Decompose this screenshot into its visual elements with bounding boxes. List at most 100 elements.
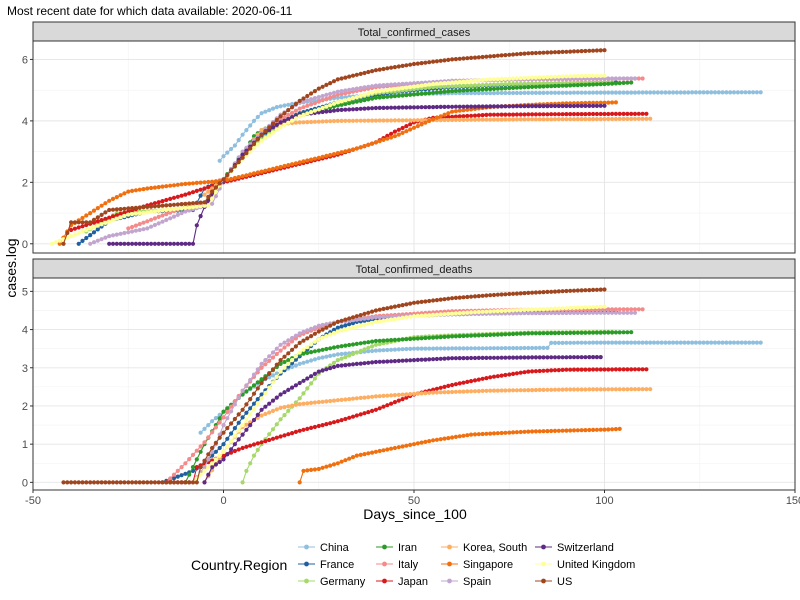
- data-point: [312, 101, 317, 106]
- data-point: [324, 109, 329, 114]
- data-point: [187, 201, 192, 206]
- data-point: [305, 93, 310, 99]
- data-point: [377, 348, 382, 353]
- data-point: [145, 226, 150, 231]
- data-point: [331, 152, 337, 157]
- data-point: [49, 241, 55, 246]
- data-point: [389, 131, 394, 136]
- data-point: [370, 344, 375, 349]
- data-point: [602, 111, 607, 117]
- data-point: [362, 340, 367, 345]
- data-point: [514, 311, 520, 316]
- data-point: [183, 241, 188, 246]
- data-point: [575, 355, 580, 360]
- data-point: [400, 105, 405, 110]
- data-point: [591, 90, 596, 95]
- data-point: [107, 198, 112, 203]
- data-point: [564, 49, 569, 54]
- data-point: [438, 335, 443, 340]
- data-point: [434, 346, 439, 351]
- data-point: [259, 138, 264, 143]
- data-point: [488, 91, 493, 96]
- data-point: [503, 86, 508, 91]
- data-point: [350, 73, 356, 78]
- data-point: [293, 116, 298, 121]
- data-point: [248, 172, 253, 177]
- data-point: [366, 451, 371, 456]
- data-point: [514, 90, 520, 96]
- data-point: [194, 200, 199, 205]
- data-point: [522, 90, 527, 95]
- data-point: [328, 103, 333, 108]
- data-point: [213, 462, 218, 467]
- data-point: [610, 340, 615, 345]
- data-point: [229, 404, 234, 409]
- data-point: [427, 298, 432, 304]
- data-point: [450, 296, 455, 301]
- data-point: [587, 305, 592, 310]
- data-point: [461, 356, 466, 361]
- data-point: [411, 336, 417, 341]
- data-point: [194, 448, 199, 453]
- data-point: [484, 112, 489, 117]
- data-point: [305, 328, 310, 333]
- data-point: [499, 373, 504, 378]
- data-point: [278, 120, 283, 125]
- legend-label: China: [320, 542, 350, 554]
- data-point: [575, 310, 580, 315]
- data-point: [602, 287, 607, 292]
- data-point: [564, 330, 569, 336]
- data-point: [126, 212, 131, 217]
- data-point: [114, 195, 119, 200]
- data-point: [568, 103, 573, 109]
- data-point: [107, 215, 112, 220]
- data-point: [442, 436, 447, 441]
- data-point: [335, 92, 340, 97]
- data-point: [320, 84, 325, 89]
- data-point: [533, 81, 539, 86]
- data-point: [270, 125, 276, 130]
- legend-item: Germany: [298, 576, 366, 588]
- data-point: [629, 111, 634, 116]
- data-point: [518, 85, 523, 90]
- data-point: [72, 232, 77, 237]
- data-point: [305, 120, 310, 125]
- data-point: [114, 213, 119, 218]
- data-point: [640, 367, 645, 372]
- data-point: [591, 427, 596, 432]
- data-point: [347, 415, 352, 420]
- data-point: [251, 118, 257, 123]
- data-point: [286, 358, 291, 363]
- data-point: [339, 150, 344, 155]
- x-axis-label: Days_since_100: [363, 506, 467, 522]
- data-point: [297, 114, 302, 119]
- data-point: [225, 177, 230, 182]
- data-point: [526, 311, 531, 316]
- data-point: [309, 425, 314, 430]
- data-point: [343, 107, 348, 112]
- data-point: [244, 383, 249, 388]
- data-point: [309, 374, 314, 379]
- data-point: [541, 429, 546, 434]
- data-point: [232, 442, 237, 447]
- data-point: [476, 87, 481, 92]
- data-point: [716, 90, 721, 95]
- data-point: [411, 105, 417, 110]
- data-point: [194, 188, 199, 193]
- data-point: [370, 450, 375, 455]
- data-point: [190, 480, 196, 485]
- data-point: [651, 90, 657, 95]
- data-point: [305, 401, 310, 406]
- data-point: [457, 311, 462, 316]
- data-point: [461, 79, 466, 84]
- data-point: [255, 397, 260, 402]
- data-point: [476, 377, 481, 382]
- data-point: [274, 435, 279, 440]
- data-point: [309, 467, 314, 472]
- data-point: [541, 75, 546, 80]
- legend-label: Italy: [398, 559, 419, 571]
- data-point: [484, 388, 489, 393]
- data-point: [411, 314, 417, 319]
- data-point: [114, 232, 119, 237]
- data-point: [210, 461, 215, 466]
